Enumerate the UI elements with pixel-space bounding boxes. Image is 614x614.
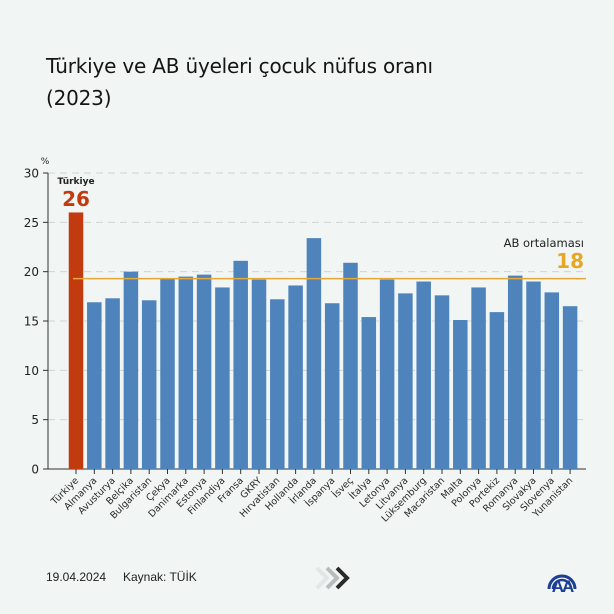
bar [196,274,212,469]
bar [141,300,157,469]
bar [562,306,578,469]
y-tick-label: 0 [31,463,39,477]
bar [160,278,175,469]
bar [68,212,84,469]
highlight-value: 26 [62,187,90,211]
highlight-label: Türkiye [57,177,94,187]
y-tick-label: 5 [31,413,39,427]
bar [233,260,248,469]
triple-chevron-right-icon [315,566,350,590]
bar [398,293,413,469]
bar [215,287,230,469]
bar [453,320,468,469]
bar [178,276,194,469]
y-tick-label: 15 [24,315,39,329]
y-tick-label: 25 [24,216,39,230]
bar [251,279,267,469]
bar [288,285,303,469]
bar [507,275,523,469]
eu-average-label: AB ortalaması [504,236,584,250]
aa-logo-icon: AA [547,574,577,595]
bar [526,281,541,469]
chart-title: Türkiye ve AB üyeleri çocuk nüfus oranı … [46,50,433,114]
bar [544,292,560,469]
footer-source: Kaynak: TÜİK [123,570,197,584]
bar [416,281,431,469]
footer-date: 19.04.2024 [46,570,107,584]
chart-title-line1: Türkiye ve AB üyeleri çocuk nüfus oranı [46,54,433,78]
bar [306,238,322,469]
y-axis-unit: % [41,157,50,167]
bar [87,302,102,469]
bar [105,298,120,469]
svg-text:AA: AA [552,577,574,595]
eu-average-value: 18 [556,249,584,273]
chart-title-line2: (2023) [46,86,112,110]
bar [489,312,505,469]
bar [270,299,285,469]
y-tick-label: 10 [24,364,39,378]
y-tick-label: 20 [24,265,39,279]
bar [471,287,486,469]
bar [379,279,395,469]
y-tick-label: 30 [24,167,39,181]
bar [361,317,377,469]
bar [434,295,450,469]
bar [324,303,340,469]
bar [343,262,358,469]
bar [123,271,139,469]
